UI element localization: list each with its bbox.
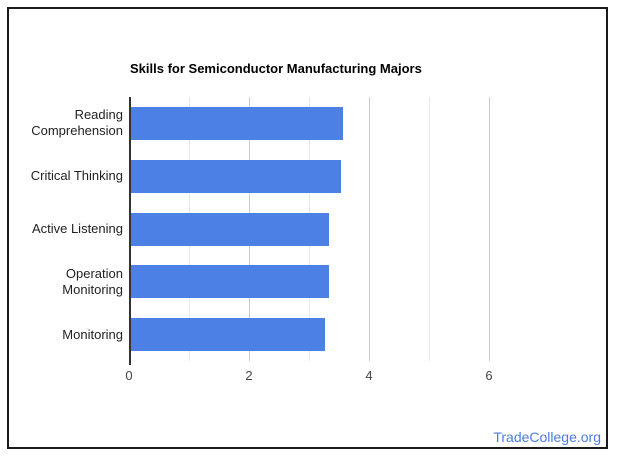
category-label: Reading Comprehension <box>31 107 123 139</box>
category-label: Critical Thinking <box>30 168 123 184</box>
category-label: Operation Monitoring <box>62 265 123 297</box>
minor-gridline <box>429 97 430 361</box>
y-axis-line <box>129 97 131 365</box>
x-tick-label: 0 <box>125 368 133 383</box>
bar[interactable] <box>131 106 343 140</box>
category-label: Monitoring <box>62 326 123 342</box>
plot-area <box>129 97 549 365</box>
major-gridline <box>369 97 370 361</box>
x-tick-label: 4 <box>365 368 373 383</box>
bar[interactable] <box>131 159 341 193</box>
bar[interactable] <box>131 212 329 246</box>
x-axis-tick-labels: 0 2 4 6 <box>125 368 549 384</box>
category-labels: Reading Comprehension Critical Thinking Ac… <box>11 97 123 361</box>
chart-title: Skills for Semiconductor Manufacturing M… <box>130 61 422 76</box>
chart-frame: Skills for Semiconductor Manufacturing M… <box>7 7 608 449</box>
bar[interactable] <box>131 265 329 299</box>
watermark-link[interactable]: TradeCollege.org <box>493 429 601 445</box>
category-label: Active Listening <box>31 221 123 236</box>
major-gridline <box>489 97 490 361</box>
x-tick-label: 6 <box>485 368 493 383</box>
x-tick-label: 2 <box>245 368 253 383</box>
bar[interactable] <box>131 318 325 352</box>
